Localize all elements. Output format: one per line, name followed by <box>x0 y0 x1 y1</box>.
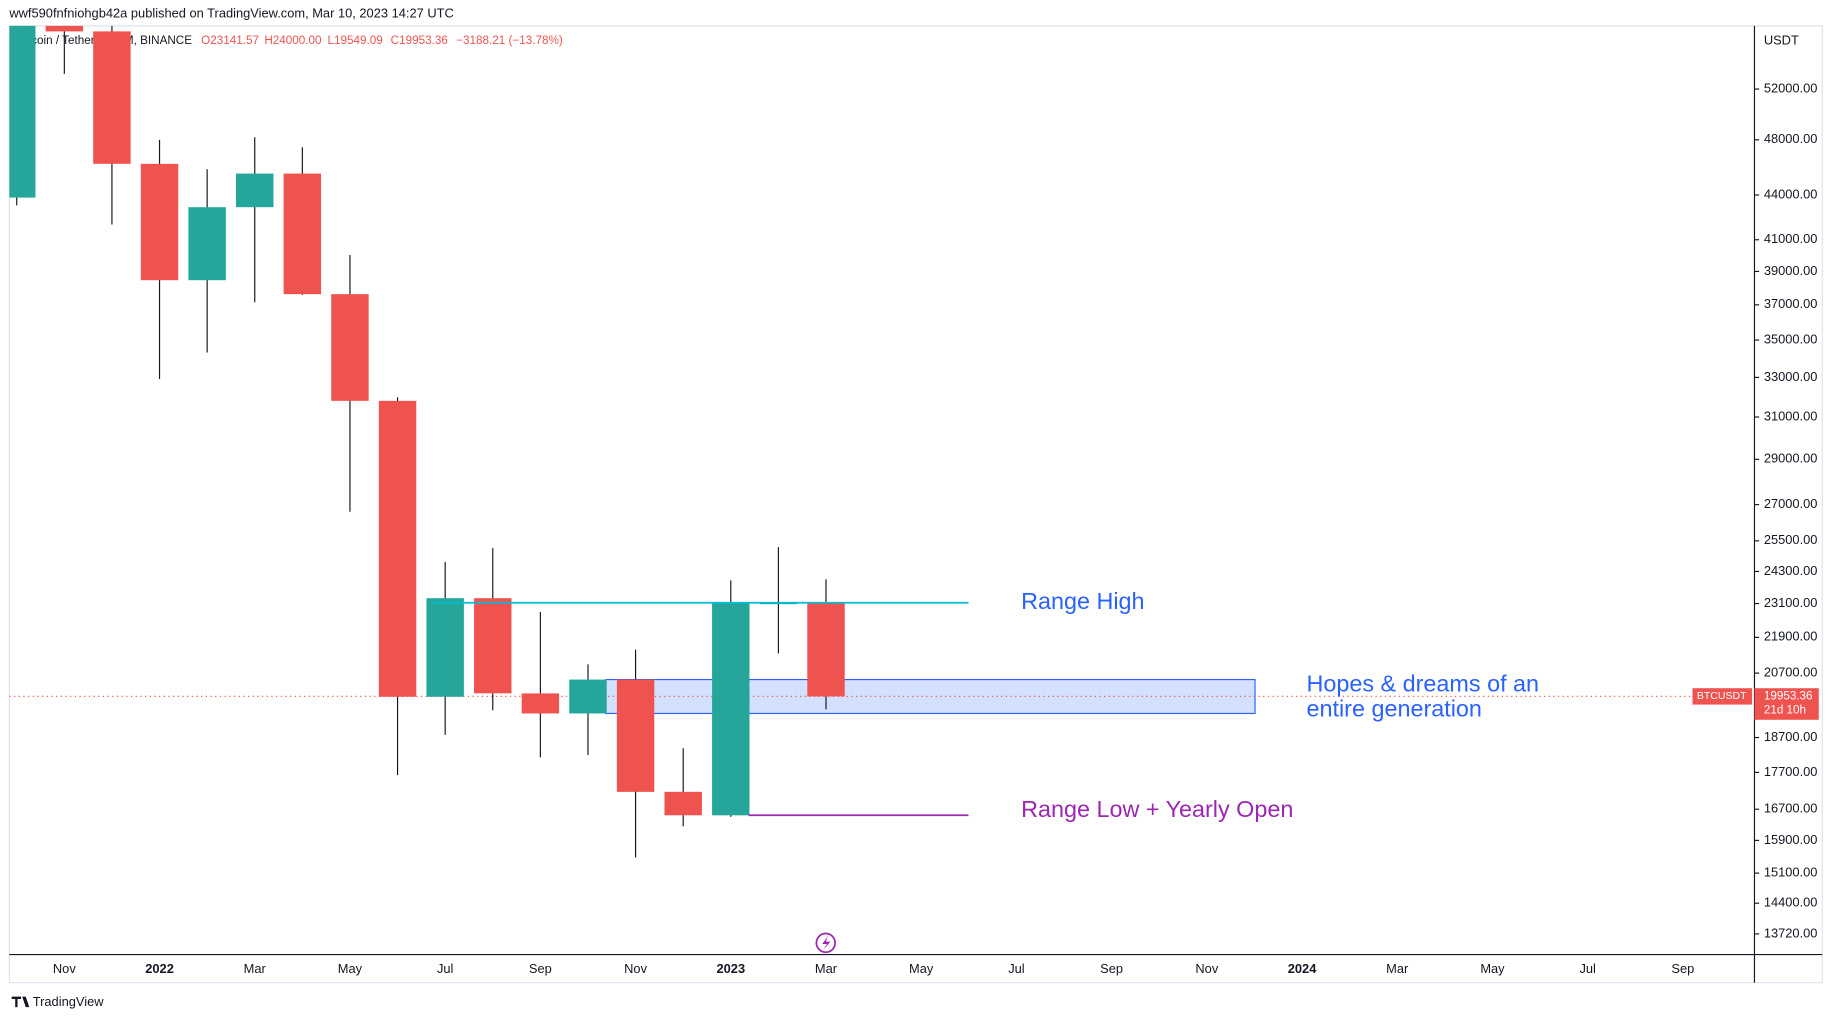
brand-logo <box>11 996 30 1008</box>
candle-body <box>569 679 607 714</box>
x-tick-label: Nov <box>53 961 76 976</box>
candle-body <box>93 31 131 164</box>
y-tick-label: 29000.00 <box>1764 451 1818 466</box>
x-tick-label: Jul <box>1579 961 1595 976</box>
x-tick-label: May <box>1480 961 1505 976</box>
candle-body <box>474 598 512 694</box>
y-tick-label: 24300.00 <box>1764 563 1818 578</box>
x-tick-label: Mar <box>1386 961 1409 976</box>
candle-body <box>378 400 417 697</box>
y-tick-label: 17700.00 <box>1764 764 1818 779</box>
range-high-label: Range High <box>1021 588 1144 614</box>
candle-body <box>616 679 655 792</box>
y-tick-label: 48000.00 <box>1764 131 1818 146</box>
axis-unit: USDT <box>1764 32 1799 47</box>
x-tick-label: 2023 <box>716 961 745 976</box>
price-tag <box>1754 688 1819 720</box>
x-tick-label: Jul <box>437 961 453 976</box>
x-tick-label: Mar <box>244 961 267 976</box>
zone-label: entire generation <box>1306 695 1481 721</box>
x-tick-label: Sep <box>529 961 552 976</box>
y-tick-label: 21900.00 <box>1764 629 1818 644</box>
candle-body <box>9 25 36 198</box>
y-tick-label: 23100.00 <box>1764 595 1818 610</box>
price-tag-label: 19953.36 <box>1764 689 1813 702</box>
frame <box>8 25 1823 984</box>
countdown-label: 21d 10h <box>1764 704 1806 717</box>
candle-body <box>331 294 369 401</box>
x-tick-label: Nov <box>1195 961 1218 976</box>
zone-label: Hopes & dreams of an <box>1306 671 1539 697</box>
range-low-label: Range Low + Yearly Open <box>1021 796 1293 822</box>
y-tick-label: 39000.00 <box>1764 263 1818 278</box>
y-tick-label: 15100.00 <box>1764 865 1818 880</box>
y-tick-label: 16700.00 <box>1764 801 1818 816</box>
y-tick-label: 27000.00 <box>1764 496 1818 511</box>
candle-body <box>712 602 750 816</box>
x-tick-label: May <box>338 961 363 976</box>
brand: TradingView <box>33 994 104 1009</box>
x-tick-label: Sep <box>1671 961 1694 976</box>
zone-box <box>605 678 1256 715</box>
y-tick-label: 15900.00 <box>1764 832 1818 847</box>
x-tick-label: Sep <box>1100 961 1123 976</box>
y-tick-label: 35000.00 <box>1764 331 1818 346</box>
x-tick-label: 2024 <box>1288 961 1317 976</box>
candle-body <box>45 25 84 32</box>
y-tick-label: 33000.00 <box>1764 369 1818 384</box>
event-bolt <box>822 935 831 950</box>
ohlc-open: O23141.57 <box>201 34 259 47</box>
y-tick-label: 25500.00 <box>1764 532 1818 547</box>
y-tick-label: 13720.00 <box>1764 925 1818 940</box>
ohlc-low: L19549.09 <box>328 34 383 47</box>
candle-body <box>140 163 179 281</box>
candle-body <box>426 598 464 697</box>
x-tick-label: Mar <box>815 961 838 976</box>
symbol-tag-label: BTCUSDT <box>1697 690 1747 702</box>
x-tick-label: May <box>909 961 934 976</box>
candle-body <box>283 173 322 295</box>
y-tick-label: 44000.00 <box>1764 186 1818 201</box>
event-icon[interactable] <box>815 932 837 954</box>
x-tick-label: Nov <box>624 961 647 976</box>
y-tick-label: 41000.00 <box>1764 231 1818 246</box>
candle-body <box>188 207 226 281</box>
symbol-tag <box>1692 688 1753 705</box>
y-tick-label: 31000.00 <box>1764 408 1818 423</box>
ohlc-high: H24000.00 <box>264 34 322 47</box>
ohlc-close: C19953.36 <box>391 34 448 47</box>
x-tick-label: 2022 <box>145 961 174 976</box>
y-tick-label: 20700.00 <box>1764 664 1818 679</box>
plot-area <box>9 25 1755 858</box>
candle-body <box>807 602 845 697</box>
candle-body <box>236 173 274 208</box>
candle-body <box>664 791 702 816</box>
y-tick-label: 18700.00 <box>1764 729 1818 744</box>
change: −3188.21 (−13.78%) <box>456 34 563 47</box>
y-tick-label: 14400.00 <box>1764 895 1818 910</box>
y-tick-label: 37000.00 <box>1764 296 1818 311</box>
x-tick-label: Jul <box>1008 961 1024 976</box>
y-tick-label: 52000.00 <box>1764 80 1818 95</box>
candle-body <box>521 693 560 714</box>
credit: wwf590fnfniohgb42a published on TradingV… <box>8 6 453 21</box>
